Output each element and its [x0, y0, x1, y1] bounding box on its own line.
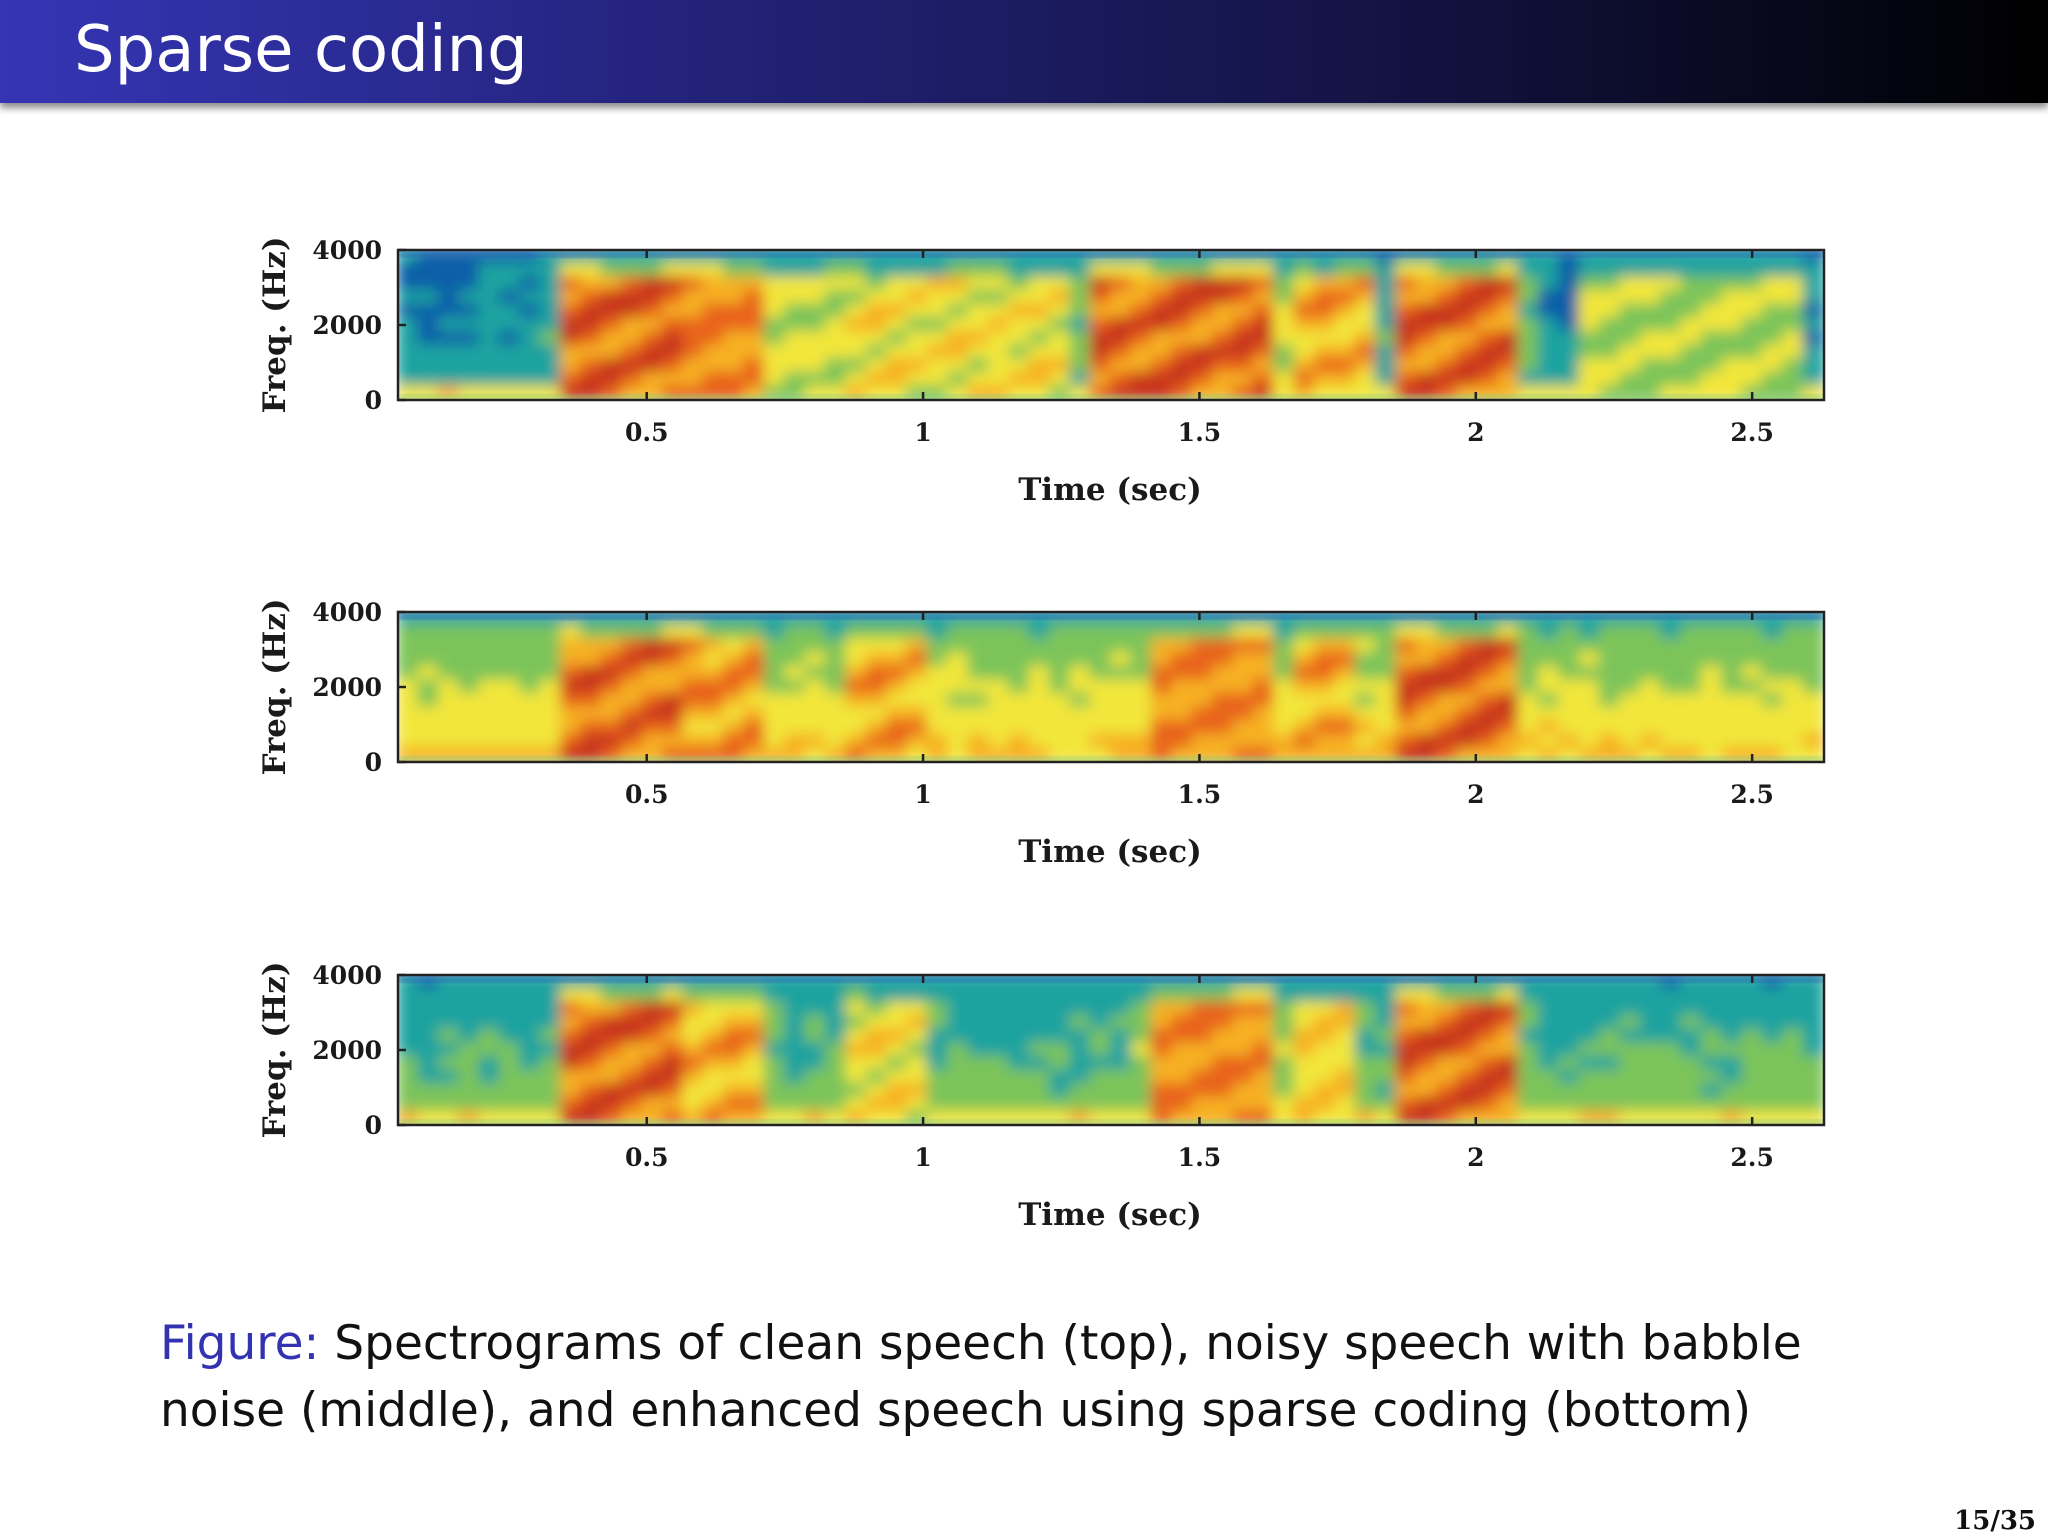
y-tick-label: 2000	[312, 311, 382, 340]
slide-title-bar: Sparse coding	[0, 0, 2048, 103]
page-number: 15/35	[1954, 1506, 2036, 1536]
figure-caption-prefix: Figure:	[160, 1316, 320, 1371]
x-tick-label: 2.5	[1730, 418, 1774, 447]
x-tick-label: 2.5	[1730, 1143, 1774, 1172]
y-tick-label: 0	[365, 748, 382, 777]
y-axis-label: Freq. (Hz)	[257, 598, 293, 775]
spectrogram-panel-1: 0.5 1 1.5 2 2.5 4000 2000 0 Time (sec) Freq. (Hz)	[257, 236, 1826, 508]
spectrogram-panel-3: 0.5 1 1.5 2 2.5 4000 2000 0 Time (sec) Freq. (Hz)	[257, 961, 1826, 1233]
y-tick-label: 0	[365, 386, 382, 415]
y-axis-label: Freq. (Hz)	[257, 961, 293, 1138]
y-tick-label: 4000	[312, 236, 382, 265]
x-tick-label: 1	[914, 1143, 931, 1172]
x-axis-label: Time (sec)	[1018, 1197, 1202, 1233]
x-tick-label: 1.5	[1178, 780, 1222, 809]
x-axis-label: Time (sec)	[1018, 834, 1202, 870]
x-tick-label: 1	[914, 780, 931, 809]
x-tick-label: 1.5	[1178, 1143, 1222, 1172]
spectrogram-image	[398, 975, 1824, 1125]
x-tick-label: 0.5	[625, 418, 669, 447]
x-tick-label: 2.5	[1730, 780, 1774, 809]
y-tick-label: 4000	[312, 598, 382, 627]
spectrogram-panels: 0.5 1 1.5 2 2.5 4000 2000 0 Time (sec) Freq. (Hz)…	[257, 236, 1826, 1233]
x-tick-label: 1	[914, 418, 931, 447]
y-tick-label: 2000	[312, 1036, 382, 1065]
x-tick-label: 2	[1467, 780, 1484, 809]
y-tick-label: 0	[365, 1111, 382, 1140]
x-tick-label: 2	[1467, 1143, 1484, 1172]
figure-caption-text: Spectrograms of clean speech (top), nois…	[160, 1316, 1802, 1438]
spectrogram-panel-2: 0.5 1 1.5 2 2.5 4000 2000 0 Time (sec) Freq. (Hz)	[257, 598, 1826, 870]
x-axis-label: Time (sec)	[1018, 472, 1202, 508]
x-tick-label: 1.5	[1178, 418, 1222, 447]
y-tick-label: 2000	[312, 673, 382, 702]
x-tick-label: 2	[1467, 418, 1484, 447]
slide-title: Sparse coding	[74, 13, 528, 87]
spectrogram-image	[398, 612, 1824, 762]
x-tick-label: 0.5	[625, 780, 669, 809]
figure-caption: Figure: Spectrograms of clean speech (to…	[160, 1310, 1940, 1444]
spectrogram-image	[398, 250, 1824, 400]
x-tick-label: 0.5	[625, 1143, 669, 1172]
y-tick-label: 4000	[312, 961, 382, 990]
y-axis-label: Freq. (Hz)	[257, 236, 293, 413]
